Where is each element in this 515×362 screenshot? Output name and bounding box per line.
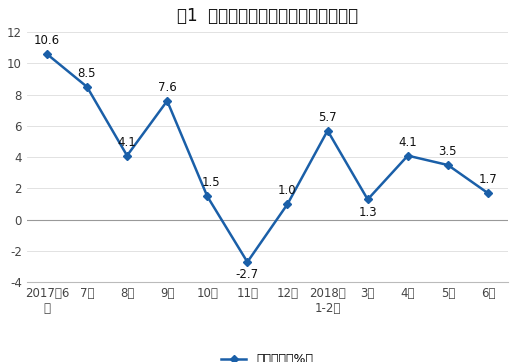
Text: 3.5: 3.5 <box>439 145 457 158</box>
Text: 1.5: 1.5 <box>202 176 221 189</box>
当月增速（%） <box>324 129 331 133</box>
当月增速（%） <box>124 153 130 158</box>
当月增速（%） <box>445 163 451 167</box>
Text: 1.3: 1.3 <box>358 206 377 219</box>
当月增速（%） <box>84 85 90 89</box>
当月增速（%） <box>164 99 170 103</box>
当月增速（%） <box>244 260 250 264</box>
Text: -2.7: -2.7 <box>236 269 259 282</box>
当月增速（%） <box>204 194 210 198</box>
Legend: 当月增速（%）: 当月增速（%） <box>216 348 318 362</box>
Text: 7.6: 7.6 <box>158 81 177 94</box>
当月增速（%） <box>284 202 290 206</box>
Text: 10.6: 10.6 <box>34 34 60 47</box>
当月增速（%） <box>44 52 50 56</box>
Text: 4.1: 4.1 <box>399 136 417 149</box>
当月增速（%） <box>405 153 411 158</box>
Text: 4.1: 4.1 <box>118 136 136 149</box>
Line: 当月增速（%）: 当月增速（%） <box>44 51 491 265</box>
Text: 5.7: 5.7 <box>318 111 337 124</box>
Text: 1.0: 1.0 <box>278 184 297 197</box>
Text: 8.5: 8.5 <box>78 67 96 80</box>
Text: 1.7: 1.7 <box>478 173 497 186</box>
当月增速（%） <box>365 197 371 202</box>
当月增速（%） <box>485 191 491 195</box>
Title: 图1  规模以上工业原煤产量月度走势图: 图1 规模以上工业原煤产量月度走势图 <box>177 7 358 25</box>
